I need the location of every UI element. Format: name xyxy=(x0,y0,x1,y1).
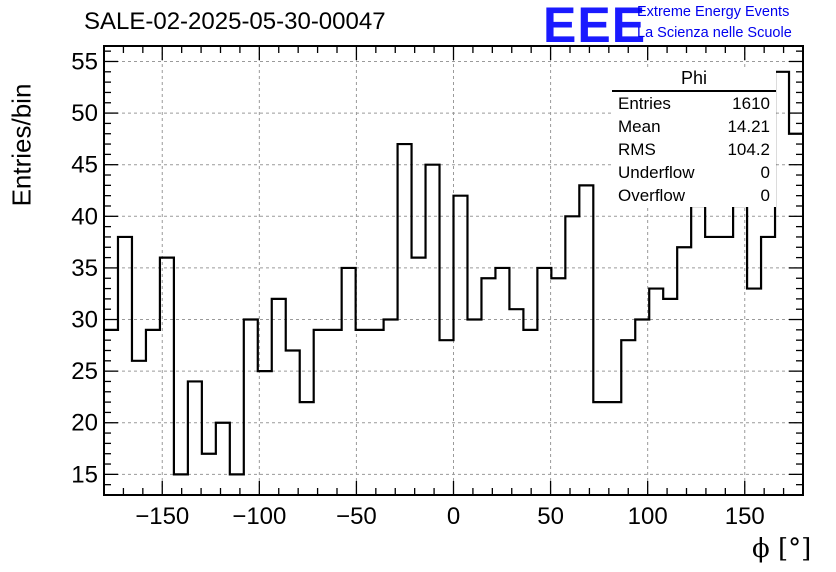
x-tick-label: 50 xyxy=(537,503,564,530)
stats-value: 14.21 xyxy=(727,117,770,136)
y-tick-label: 25 xyxy=(71,358,98,385)
y-tick-label: 40 xyxy=(71,203,98,230)
stats-row-mean: Mean 14.21 xyxy=(612,115,776,138)
y-tick-label: 45 xyxy=(71,152,98,179)
eee-logo: EEE xyxy=(543,0,647,53)
histogram-series-line xyxy=(104,70,803,476)
y-tick-label: 55 xyxy=(71,48,98,75)
stats-label: Mean xyxy=(618,117,661,136)
stats-row-overflow: Overflow 0 xyxy=(612,184,776,207)
plot-frame xyxy=(103,45,804,496)
x-tick-label: −100 xyxy=(232,503,286,530)
tick-label-layer: −150 −100 −50 0 50 100 150 15 20 25 30 35 40 45 50 55 xyxy=(71,48,764,530)
stats-label: RMS xyxy=(618,140,656,159)
x-tick-label: −50 xyxy=(336,503,377,530)
stats-row-rms: RMS 104.2 xyxy=(612,138,776,161)
stats-value: 0 xyxy=(760,163,770,182)
chart-title: SALE-02-2025-05-30-00047 xyxy=(84,8,386,35)
y-tick-label: 15 xyxy=(71,461,98,488)
x-tick-label: −150 xyxy=(135,503,189,530)
x-tick-label: 100 xyxy=(628,503,668,530)
x-tick-label: 150 xyxy=(725,503,765,530)
stats-value: 1610 xyxy=(732,94,770,113)
y-tick-label: 20 xyxy=(71,410,98,437)
stats-title: Phi xyxy=(612,68,776,92)
tick-layer xyxy=(103,46,804,496)
x-tick-label: 0 xyxy=(447,503,460,530)
x-axis-label: ϕ [°] xyxy=(752,534,812,564)
stats-box: Phi Entries 1610 Mean 14.21 RMS 104.2 Un… xyxy=(612,68,776,207)
y-tick-label: 35 xyxy=(71,255,98,282)
stats-row-underflow: Underflow 0 xyxy=(612,161,776,184)
stats-label: Overflow xyxy=(618,186,686,205)
y-tick-label: 30 xyxy=(71,307,98,334)
stats-value: 104.2 xyxy=(727,140,770,159)
stats-row-entries: Entries 1610 xyxy=(612,92,776,115)
stats-label: Underflow xyxy=(618,163,695,182)
org-name-line1: Extreme Energy Events xyxy=(637,4,790,20)
org-name-line2: La Scienza nelle Scuole xyxy=(637,25,792,41)
y-tick-label: 50 xyxy=(71,100,98,127)
stats-label: Entries xyxy=(618,94,671,113)
stats-value: 0 xyxy=(760,186,770,205)
